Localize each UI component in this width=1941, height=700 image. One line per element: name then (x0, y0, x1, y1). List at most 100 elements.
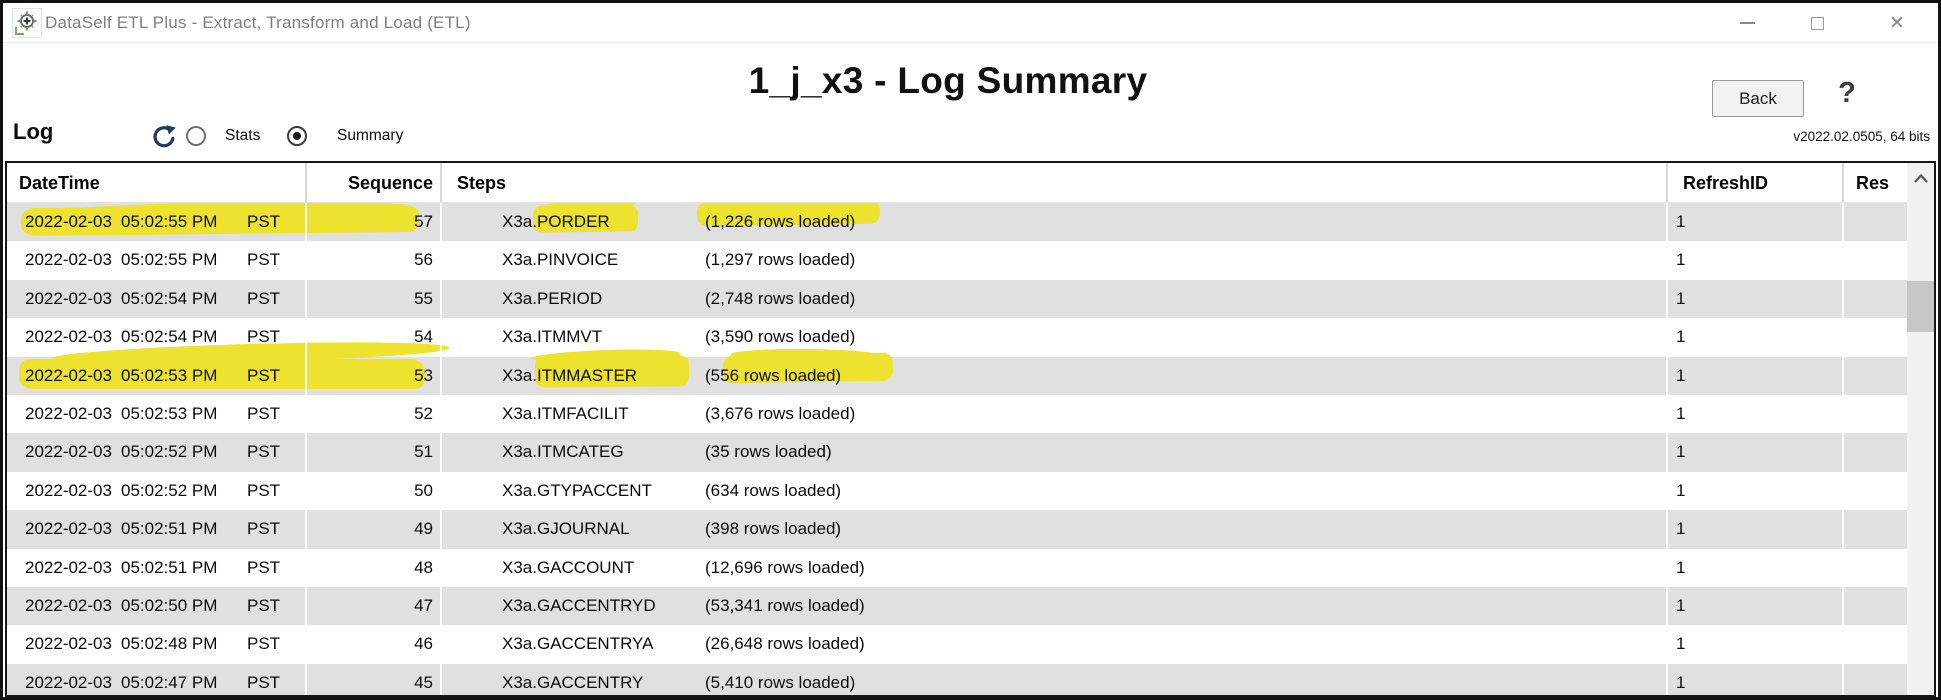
cell-time: 05:02:55 PM (121, 250, 218, 270)
cell-date: 2022-02-03 (25, 634, 112, 654)
scrollbar-thumb[interactable] (1907, 281, 1934, 332)
cell-time: 05:02:54 PM (121, 327, 218, 347)
close-button[interactable]: ✕ (1875, 3, 1919, 43)
radio-stats-label[interactable]: Stats (225, 127, 261, 144)
cell-timezone: PST (247, 403, 281, 423)
cell-rows-loaded: (556 rows loaded) (705, 365, 842, 385)
column-divider (1842, 163, 1844, 202)
minimize-button[interactable] (1725, 3, 1769, 43)
log-row[interactable]: 2022-02-03 05:02:53 PM PST 52 X3a.ITMFAC… (7, 394, 1934, 434)
log-row[interactable]: 2022-02-03 05:02:48 PM PST 46 X3a.GACCEN… (7, 625, 1934, 664)
back-button[interactable]: Back (1712, 80, 1804, 117)
cell-refresh-id: 1 (1676, 634, 1686, 654)
grid-header: DateTime Sequence Steps RefreshID Res (7, 163, 1934, 203)
column-header-steps[interactable]: Steps (457, 173, 507, 193)
cell-date: 2022-02-03 (25, 212, 112, 231)
log-row[interactable]: 2022-02-03 05:02:55 PM PST 57 X3a.PORDER… (7, 203, 1934, 242)
cell-rows-loaded: (5,410 rows loaded) (705, 672, 856, 692)
log-row[interactable]: 2022-02-03 05:02:54 PM PST 55 X3a.PERIOD… (7, 279, 1934, 319)
cell-timezone: PST (247, 212, 281, 231)
cell-rows-loaded: (398 rows loaded) (705, 519, 842, 539)
cell-step-name: X3a.ITMFACILIT (502, 403, 629, 423)
scroll-up-button[interactable] (1907, 163, 1934, 193)
cell-timezone: PST (247, 365, 281, 385)
refresh-icon[interactable] (151, 123, 177, 151)
cell-sequence: 52 (414, 403, 433, 423)
radio-summary-label[interactable]: Summary (337, 127, 404, 144)
cell-timezone: PST (247, 634, 281, 654)
maximize-icon (1810, 16, 1824, 30)
cell-rows-loaded: (26,648 rows loaded) (705, 634, 865, 654)
cell-step-name: X3a.GACCOUNT (502, 557, 635, 577)
close-icon: ✕ (1889, 12, 1905, 34)
column-header-datetime[interactable]: DateTime (19, 173, 100, 193)
cell-step-name: X3a.ITMCATEG (502, 442, 624, 462)
log-row[interactable]: 2022-02-03 05:02:51 PM PST 49 X3a.GJOURN… (7, 510, 1934, 549)
cell-rows-loaded: (1,297 rows loaded) (705, 250, 856, 270)
log-row[interactable]: 2022-02-03 05:02:51 PM PST 48 X3a.GACCOU… (7, 548, 1934, 587)
cell-time: 05:02:51 PM (121, 557, 218, 577)
column-divider (305, 163, 307, 202)
cell-refresh-id: 1 (1676, 212, 1686, 231)
highlight-marker (19, 358, 425, 389)
cell-sequence: 54 (414, 327, 433, 347)
cell-date: 2022-02-03 (25, 250, 112, 270)
cell-time: 05:02:47 PM (121, 672, 218, 692)
cell-date: 2022-02-03 (25, 595, 112, 615)
cell-timezone: PST (247, 519, 281, 539)
column-divider (305, 203, 307, 695)
cell-timezone: PST (247, 327, 281, 347)
cell-date: 2022-02-03 (25, 288, 112, 308)
column-divider (1842, 203, 1844, 695)
cell-time: 05:02:55 PM (121, 212, 218, 231)
column-divider (440, 203, 442, 695)
titlebar: DataSelf ETL Plus - Extract, Transform a… (3, 3, 1938, 43)
cell-time: 05:02:53 PM (121, 365, 218, 385)
log-rows: 2022-02-03 05:02:55 PM PST 57 X3a.PORDER… (7, 203, 1934, 695)
app-crosshair-icon (12, 8, 42, 38)
cell-step-name: X3a.GACCENTRYD (502, 595, 656, 615)
log-row[interactable]: 2022-02-03 05:02:55 PM PST 56 X3a.PINVOI… (7, 241, 1934, 280)
vertical-scrollbar[interactable] (1907, 163, 1934, 695)
cell-step-name: X3a.GACCENTRY (502, 672, 644, 692)
page-title: 1_j_x3 - Log Summary (748, 60, 1148, 101)
minimize-icon (1739, 22, 1755, 24)
log-row[interactable]: 2022-02-03 05:02:54 PM PST 54 X3a.ITMMVT… (7, 318, 1934, 357)
cell-sequence: 48 (414, 557, 433, 577)
cell-timezone: PST (247, 557, 281, 577)
log-row[interactable]: 2022-02-03 05:02:53 PM PST 53 X3a.ITMMAS… (7, 352, 1934, 395)
maximize-button[interactable] (1795, 3, 1839, 43)
cell-date: 2022-02-03 (25, 480, 112, 500)
cell-step-name: X3a.PERIOD (502, 288, 603, 308)
cell-step-name: X3a.PINVOICE (502, 250, 619, 270)
cell-rows-loaded: (634 rows loaded) (705, 480, 842, 500)
column-header-sequence[interactable]: Sequence (347, 173, 433, 193)
radio-summary[interactable] (287, 126, 307, 146)
cell-timezone: PST (247, 480, 281, 500)
cell-rows-loaded: (3,676 rows loaded) (705, 403, 856, 423)
cell-sequence: 47 (414, 595, 433, 615)
column-header-res[interactable]: Res (1856, 173, 1890, 193)
log-grid: DateTime Sequence Steps RefreshID Res 20… (5, 161, 1936, 697)
cell-date: 2022-02-03 (25, 442, 112, 462)
cell-refresh-id: 1 (1676, 442, 1686, 462)
cell-step-name: X3a.GJOURNAL (502, 519, 630, 539)
radio-stats[interactable] (186, 126, 206, 146)
cell-rows-loaded: (1,226 rows loaded) (705, 212, 856, 231)
cell-refresh-id: 1 (1676, 480, 1686, 500)
cell-refresh-id: 1 (1676, 557, 1686, 577)
log-row[interactable]: 2022-02-03 05:02:52 PM PST 51 X3a.ITMCAT… (7, 433, 1934, 472)
cell-refresh-id: 1 (1676, 595, 1686, 615)
cell-sequence: 56 (414, 250, 433, 270)
log-row[interactable]: 2022-02-03 05:02:50 PM PST 47 X3a.GACCEN… (7, 586, 1934, 626)
cell-date: 2022-02-03 (25, 365, 112, 385)
cell-sequence: 55 (414, 288, 433, 308)
column-divider (1666, 163, 1668, 202)
log-row[interactable]: 2022-02-03 05:02:52 PM PST 50 X3a.GTYPAC… (7, 471, 1934, 511)
column-header-refreshid[interactable]: RefreshID (1683, 173, 1769, 193)
help-icon[interactable]: ? (1838, 77, 1856, 109)
cell-step-name: X3a.GACCENTRYA (502, 634, 654, 654)
cell-sequence: 53 (414, 365, 433, 385)
cell-date: 2022-02-03 (25, 519, 112, 539)
log-row[interactable]: 2022-02-03 05:02:47 PM PST 45 X3a.GACCEN… (7, 663, 1934, 695)
